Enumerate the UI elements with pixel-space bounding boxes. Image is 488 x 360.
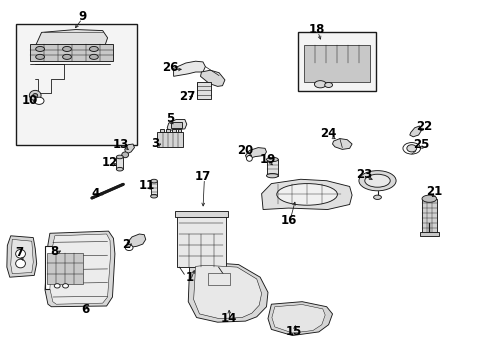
Ellipse shape <box>34 97 44 104</box>
Ellipse shape <box>402 143 420 154</box>
Text: 21: 21 <box>425 185 442 198</box>
Text: 22: 22 <box>415 120 432 132</box>
Ellipse shape <box>125 245 133 251</box>
Text: 12: 12 <box>102 156 118 169</box>
Text: 27: 27 <box>178 90 195 103</box>
Bar <box>150 181 157 196</box>
Bar <box>157 132 183 147</box>
Polygon shape <box>11 239 33 274</box>
Bar <box>177 129 181 132</box>
Text: 3: 3 <box>151 137 159 150</box>
Bar <box>419 232 438 236</box>
Text: 19: 19 <box>259 153 276 166</box>
Bar <box>298 32 375 91</box>
Ellipse shape <box>62 54 71 59</box>
Ellipse shape <box>266 157 278 162</box>
Ellipse shape <box>36 54 44 59</box>
Ellipse shape <box>266 174 278 178</box>
Ellipse shape <box>36 46 44 51</box>
Text: 14: 14 <box>220 312 237 325</box>
Text: 1: 1 <box>185 271 193 284</box>
Bar <box>171 129 175 132</box>
Text: 4: 4 <box>91 187 99 200</box>
Text: 5: 5 <box>166 112 174 125</box>
Text: 6: 6 <box>81 303 89 316</box>
Ellipse shape <box>276 184 337 205</box>
Ellipse shape <box>116 167 123 171</box>
Text: 10: 10 <box>21 94 38 107</box>
Polygon shape <box>332 139 351 149</box>
Polygon shape <box>200 70 224 86</box>
Text: 20: 20 <box>237 144 253 157</box>
Bar <box>266 159 278 176</box>
Ellipse shape <box>406 145 416 152</box>
Bar <box>177 212 225 267</box>
Ellipse shape <box>54 284 60 288</box>
Bar <box>304 45 369 82</box>
Ellipse shape <box>122 152 128 158</box>
Ellipse shape <box>324 82 332 87</box>
Ellipse shape <box>421 195 436 202</box>
Ellipse shape <box>364 174 389 187</box>
Text: 8: 8 <box>51 245 59 258</box>
Polygon shape <box>35 30 107 48</box>
Bar <box>207 273 229 285</box>
Ellipse shape <box>62 284 68 288</box>
Bar <box>196 82 211 99</box>
Polygon shape <box>167 120 186 130</box>
Polygon shape <box>127 234 145 248</box>
Bar <box>30 44 113 61</box>
Text: 18: 18 <box>308 23 325 36</box>
Ellipse shape <box>33 94 38 97</box>
Ellipse shape <box>29 90 41 100</box>
Polygon shape <box>124 144 134 154</box>
Ellipse shape <box>150 194 157 198</box>
Text: 2: 2 <box>122 238 130 251</box>
Text: 17: 17 <box>194 170 211 183</box>
Polygon shape <box>245 148 266 159</box>
Text: 16: 16 <box>280 214 296 227</box>
Ellipse shape <box>89 54 98 59</box>
Text: 7: 7 <box>16 246 23 259</box>
Ellipse shape <box>246 156 252 161</box>
Bar <box>174 211 228 217</box>
Text: 26: 26 <box>162 61 178 74</box>
Polygon shape <box>271 305 325 333</box>
Text: 23: 23 <box>355 168 372 181</box>
Bar <box>45 246 85 289</box>
Text: 9: 9 <box>78 10 86 23</box>
Ellipse shape <box>16 249 25 258</box>
Bar <box>160 129 163 132</box>
Polygon shape <box>267 302 332 336</box>
Bar <box>171 122 182 128</box>
Bar <box>116 157 123 169</box>
Polygon shape <box>188 262 267 322</box>
Ellipse shape <box>358 171 395 191</box>
Polygon shape <box>50 234 110 304</box>
Ellipse shape <box>16 259 25 268</box>
Text: 11: 11 <box>138 179 155 192</box>
Polygon shape <box>45 231 115 307</box>
Polygon shape <box>173 61 205 76</box>
Text: 13: 13 <box>113 138 129 150</box>
Text: 25: 25 <box>412 138 429 151</box>
Ellipse shape <box>314 81 325 88</box>
Ellipse shape <box>89 46 98 51</box>
Bar <box>47 253 82 284</box>
Ellipse shape <box>373 195 381 199</box>
Text: 15: 15 <box>285 325 301 338</box>
Bar <box>16 24 137 145</box>
Polygon shape <box>261 179 351 210</box>
Ellipse shape <box>150 179 157 183</box>
Polygon shape <box>193 265 261 319</box>
Ellipse shape <box>62 46 71 51</box>
Bar <box>165 129 169 132</box>
Bar <box>421 199 436 235</box>
Polygon shape <box>409 126 421 137</box>
Polygon shape <box>7 236 37 277</box>
Ellipse shape <box>116 155 123 159</box>
Text: 24: 24 <box>320 127 336 140</box>
